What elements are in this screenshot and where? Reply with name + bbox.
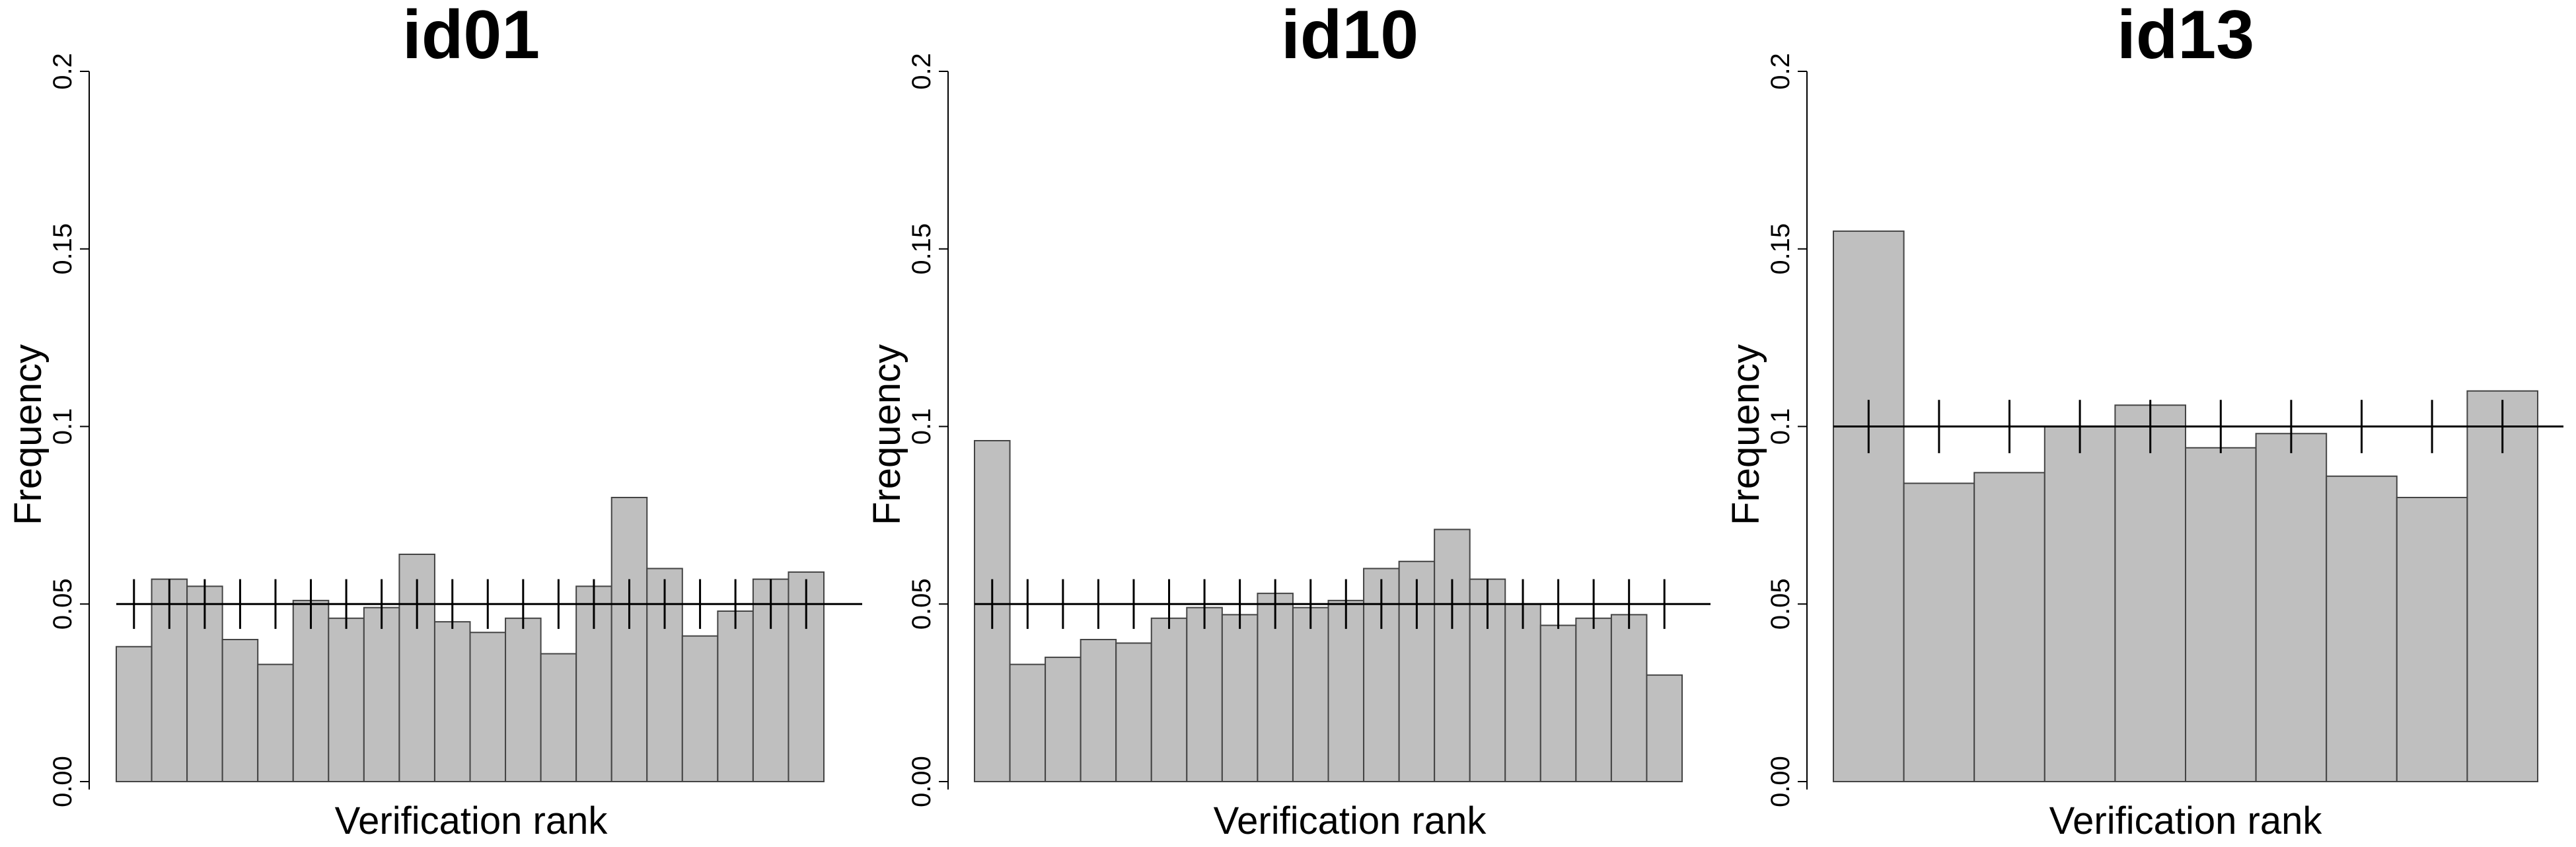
bar	[2396, 497, 2468, 782]
y-tick-label: 0.2	[1766, 53, 1795, 90]
y-axis-label: Frequency	[1724, 344, 1767, 525]
bar	[1221, 614, 1259, 782]
panel-id13: id13 Frequency Verification rank 0.000.0…	[1724, 0, 2563, 842]
bar	[363, 607, 400, 782]
y-tick-label: 0.05	[1766, 578, 1795, 630]
y-tick-label: 0.05	[907, 578, 936, 630]
bar	[2043, 425, 2116, 782]
bar	[1539, 624, 1577, 782]
y-tick-label: 0.15	[48, 223, 77, 275]
panel-title: id10	[1281, 0, 1418, 73]
bar	[1434, 529, 1471, 782]
bar	[2185, 447, 2257, 782]
bar	[1009, 663, 1047, 782]
bar	[540, 653, 577, 782]
bar	[610, 497, 648, 782]
y-tick-label: 0.00	[48, 756, 77, 807]
x-axis-label: Verification rank	[1214, 799, 1487, 842]
bar	[469, 632, 507, 782]
bar	[1045, 656, 1082, 782]
bar	[1292, 607, 1329, 782]
bar	[1903, 482, 1975, 782]
bar	[1610, 614, 1648, 782]
bar	[1186, 607, 1223, 782]
panel-id10: id10 Frequency Verification rank 0.000.0…	[865, 0, 1711, 842]
y-axis-label: Frequency	[865, 344, 908, 525]
y-tick-label: 0.2	[907, 53, 936, 90]
panel-id01: id01 Frequency Verification rank 0.000.0…	[7, 0, 862, 842]
y-tick-label: 0.15	[907, 223, 936, 275]
bar	[2326, 475, 2398, 782]
bar	[1115, 642, 1152, 782]
bar	[116, 645, 153, 782]
bar	[221, 639, 259, 782]
bar	[1504, 603, 1541, 782]
bar	[717, 610, 754, 782]
bar	[1973, 472, 2045, 782]
bar	[2255, 433, 2328, 782]
y-tick-label: 0.00	[1766, 756, 1795, 807]
panel-title: id01	[402, 0, 540, 73]
plot-area: 0.00 0.05 0.1 0.15 0.2	[907, 53, 1711, 807]
bar	[1150, 617, 1188, 782]
panel-title: id13	[2117, 0, 2254, 73]
y-tick-label: 0.1	[907, 408, 936, 445]
bar	[1646, 674, 1683, 782]
y-axis-label: Frequency	[7, 344, 50, 525]
bar	[1833, 230, 1905, 782]
bar	[328, 617, 365, 782]
x-axis-label: Verification rank	[335, 799, 608, 842]
x-axis-label: Verification rank	[2049, 799, 2323, 842]
bar	[1575, 617, 1612, 782]
y-tick-label: 0.05	[48, 578, 77, 630]
bar	[257, 663, 294, 782]
bar	[2466, 390, 2538, 782]
y-tick-label: 0.15	[1766, 223, 1795, 275]
bar	[1327, 599, 1365, 782]
y-tick-label: 0.1	[1766, 408, 1795, 445]
y-tick-label: 0.00	[907, 756, 936, 807]
plot-area: 0.00 0.05 0.1 0.15 0.2	[1766, 53, 2563, 807]
y-tick-label: 0.1	[48, 408, 77, 445]
bar	[1080, 639, 1117, 782]
y-tick-label: 0.2	[48, 53, 77, 90]
bar	[433, 621, 471, 782]
bar	[2114, 404, 2186, 782]
plot-area: 0.00 0.05 0.1 0.15 0.2	[48, 53, 862, 807]
bar	[505, 617, 542, 782]
bar	[681, 635, 719, 782]
